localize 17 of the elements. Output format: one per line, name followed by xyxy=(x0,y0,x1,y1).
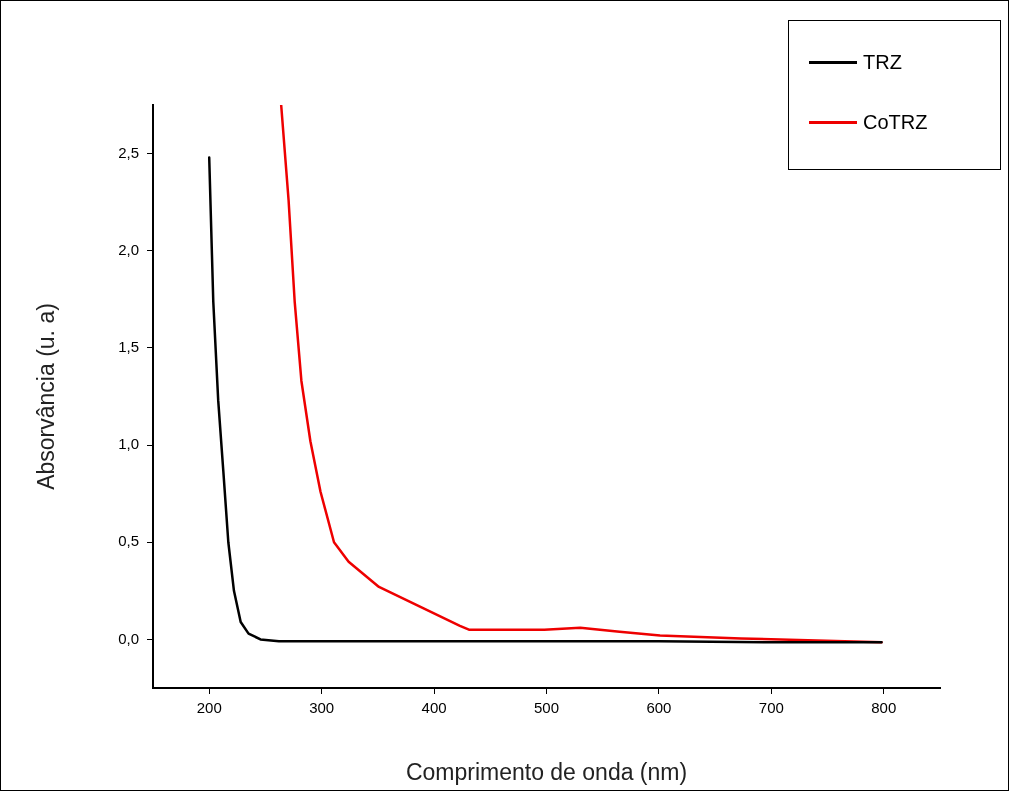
x-tick-label: 300 xyxy=(309,699,335,717)
y-tick-label: 2,5 xyxy=(118,143,139,161)
x-tick-label: 700 xyxy=(758,699,784,717)
x-tick-label: 500 xyxy=(533,699,560,717)
y-tick-label: 2,0 xyxy=(118,240,139,258)
y-tick-label: 0,0 xyxy=(118,629,139,647)
legend-label: CoTRZ xyxy=(863,111,928,134)
x-tick-label: 600 xyxy=(646,699,672,717)
x-tick-label: 200 xyxy=(196,699,222,717)
x-axis-title: Comprimento de onda (nm) xyxy=(405,758,688,785)
x-tick-label: 800 xyxy=(871,699,897,717)
y-tick-label: 1,0 xyxy=(118,435,139,453)
y-tick-label: 0,5 xyxy=(118,532,139,550)
y-tick-label: 1,5 xyxy=(118,338,139,356)
y-axis-title: Absorvância (u. a) xyxy=(33,303,60,490)
x-tick-label: 400 xyxy=(421,699,447,717)
legend-label: TRZ xyxy=(863,51,902,74)
